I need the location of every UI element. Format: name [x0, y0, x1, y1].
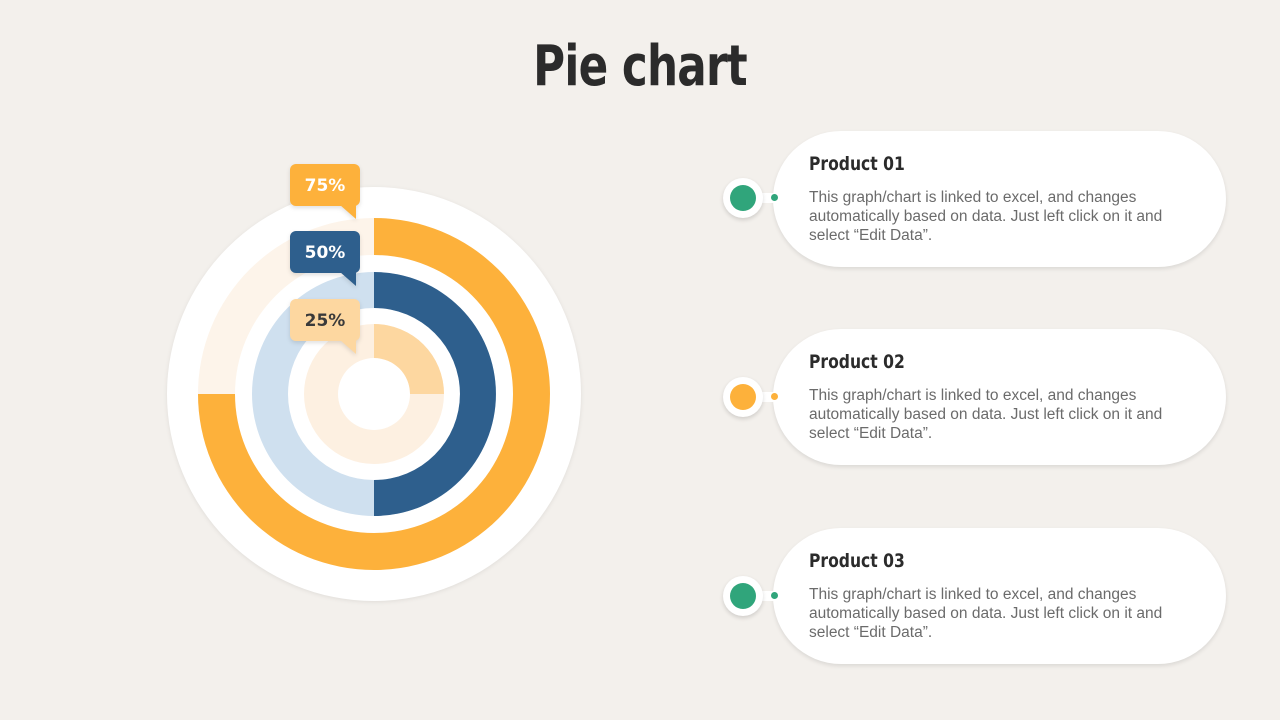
product-title: Product 01: [809, 153, 905, 175]
connector-dot: [771, 194, 778, 201]
product-title: Product 02: [809, 351, 905, 373]
connector: [760, 193, 786, 203]
connector-dot: [771, 393, 778, 400]
ring-value-3: [374, 324, 444, 394]
product-title: Product 03: [809, 550, 905, 572]
callout-pointer: [340, 272, 356, 286]
product-card-3: Product 03 This graph/chart is linked to…: [773, 528, 1226, 664]
marker-dot-icon: [730, 384, 756, 410]
ring-value-2: [374, 272, 496, 516]
connector: [760, 591, 786, 601]
connector-dot: [771, 592, 778, 599]
data-label: 25%: [305, 311, 346, 331]
marker-3: [723, 576, 763, 616]
product-card-2: Product 02 This graph/chart is linked to…: [773, 329, 1226, 465]
data-label: 50%: [305, 243, 346, 263]
callout-25-percent: 25%: [290, 299, 360, 354]
callout-box: [290, 164, 360, 206]
product-card-1: Product 01 This graph/chart is linked to…: [773, 131, 1226, 267]
page-title: Pie chart: [533, 34, 747, 99]
marker-2: [723, 377, 763, 417]
callout-75-percent: 75%: [290, 164, 360, 219]
callout-50-percent: 50%: [290, 231, 360, 286]
product-description: This graph/chart is linked to excel, and…: [809, 387, 1163, 442]
marker-1: [723, 178, 763, 218]
product-description: This graph/chart is linked to excel, and…: [809, 586, 1163, 641]
callout-box: [290, 299, 360, 341]
pie-chart: 75% 50% 25%: [167, 164, 581, 601]
callout-box: [290, 231, 360, 273]
data-label: 75%: [305, 176, 346, 196]
connector: [760, 392, 786, 402]
callout-pointer: [340, 205, 356, 219]
marker-dot-icon: [730, 185, 756, 211]
callout-pointer: [340, 340, 356, 354]
marker-dot-icon: [730, 583, 756, 609]
product-description: This graph/chart is linked to excel, and…: [809, 189, 1163, 244]
